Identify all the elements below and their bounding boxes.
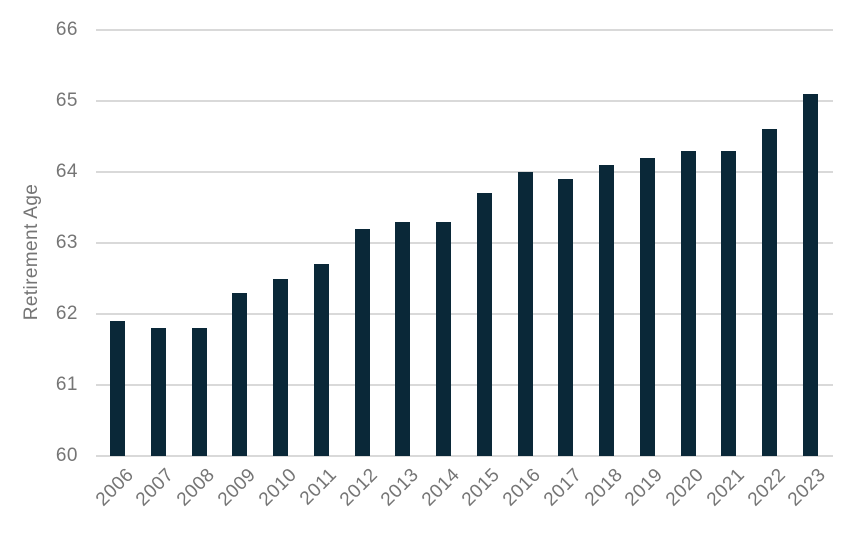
bar — [762, 129, 777, 456]
bar — [680, 150, 696, 456]
y-tick-label: 62 — [55, 303, 78, 324]
x-tick-label: 2014 — [417, 464, 464, 511]
bar — [599, 164, 614, 456]
x-tick-label: 2012 — [335, 464, 383, 511]
gridline — [96, 29, 833, 31]
bar — [110, 321, 125, 456]
x-tick-label: 2007 — [132, 464, 179, 511]
x-tick-label: 2015 — [458, 464, 505, 511]
gridline — [96, 242, 833, 244]
bar — [191, 328, 207, 456]
x-tick-label: 2009 — [213, 464, 260, 511]
x-tick-label: 2008 — [172, 464, 220, 511]
bar — [354, 228, 370, 456]
gridline — [96, 171, 833, 173]
x-tick-label: 2016 — [498, 464, 546, 511]
x-tick-label: 2013 — [376, 464, 423, 511]
bar — [639, 157, 655, 456]
y-tick-label: 61 — [55, 374, 78, 395]
gridline — [96, 455, 833, 457]
bar — [395, 221, 411, 456]
x-tick-label: 2010 — [254, 464, 301, 511]
x-tick-label: 2006 — [91, 464, 138, 511]
bar — [273, 278, 288, 456]
x-tick-label: 2018 — [580, 464, 627, 511]
bar — [802, 93, 818, 456]
x-tick-label: 2022 — [743, 464, 790, 511]
gridline — [96, 100, 833, 102]
x-tick-label: 2021 — [702, 464, 749, 511]
x-tick-label: 2020 — [661, 464, 709, 511]
bar — [232, 292, 248, 456]
bar — [313, 264, 329, 456]
bar — [436, 221, 451, 456]
gridline — [96, 313, 833, 315]
x-tick-label: 2023 — [784, 464, 831, 511]
y-tick-label: 65 — [55, 90, 78, 111]
x-tick-label: 2011 — [296, 464, 342, 510]
gridline — [96, 384, 833, 386]
y-tick-label: 60 — [55, 445, 78, 466]
x-tick-label: 2017 — [539, 464, 586, 511]
bar — [517, 172, 533, 456]
bar — [721, 150, 737, 456]
y-tick-label: 63 — [55, 232, 78, 253]
x-tick-label: 2019 — [621, 464, 668, 511]
y-tick-label: 64 — [55, 161, 78, 182]
bar — [150, 328, 166, 456]
y-tick-label: 66 — [55, 19, 78, 40]
bar — [558, 179, 574, 456]
bar — [476, 193, 492, 456]
